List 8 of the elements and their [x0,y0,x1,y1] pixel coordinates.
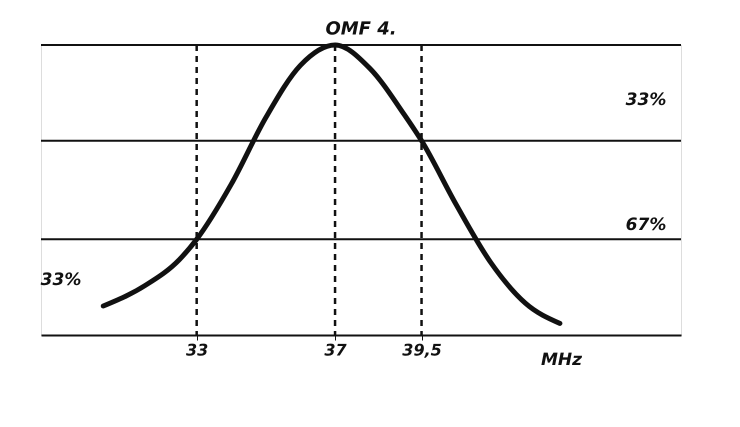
x-tick-label: 39,5 [402,340,442,360]
x-axis-title: MHz [541,350,582,370]
x-tick-label: 37 [324,340,348,360]
annotation: 67% [626,215,666,235]
annotation: 33% [626,90,666,110]
annotation: 33% [40,270,82,290]
x-tick-label: 33 [186,340,208,360]
chart-title: OMF 4. [325,18,397,40]
